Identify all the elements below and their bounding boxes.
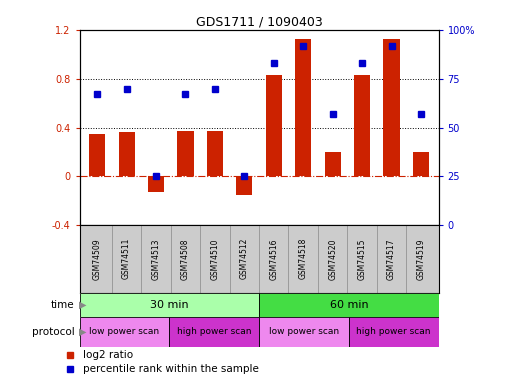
Title: GDS1711 / 1090403: GDS1711 / 1090403 <box>195 16 323 29</box>
Bar <box>119 132 135 176</box>
Text: time: time <box>51 300 74 310</box>
Text: 30 min: 30 min <box>150 300 189 310</box>
Text: GSM74519: GSM74519 <box>417 238 425 279</box>
Bar <box>295 39 311 176</box>
Text: low power scan: low power scan <box>89 327 160 336</box>
Bar <box>207 131 223 176</box>
Text: ▶: ▶ <box>78 300 86 310</box>
Bar <box>259 292 439 317</box>
Text: 60 min: 60 min <box>329 300 368 310</box>
Bar <box>89 134 105 176</box>
Text: GSM74513: GSM74513 <box>151 238 161 279</box>
Bar <box>354 75 370 176</box>
Text: percentile rank within the sample: percentile rank within the sample <box>83 364 259 374</box>
Bar <box>266 75 282 176</box>
Text: high power scan: high power scan <box>177 327 251 336</box>
Bar <box>80 317 169 347</box>
Bar <box>177 131 193 176</box>
Bar <box>169 317 259 347</box>
Text: log2 ratio: log2 ratio <box>83 350 133 360</box>
Text: GSM74511: GSM74511 <box>122 238 131 279</box>
Text: GSM74518: GSM74518 <box>299 238 308 279</box>
Bar <box>259 317 349 347</box>
Text: ▶: ▶ <box>78 327 86 337</box>
Text: GSM74508: GSM74508 <box>181 238 190 279</box>
Text: GSM74510: GSM74510 <box>210 238 220 279</box>
Text: GSM74520: GSM74520 <box>328 238 337 279</box>
Bar <box>325 152 341 176</box>
Bar <box>383 39 400 176</box>
Bar <box>80 292 259 317</box>
Text: low power scan: low power scan <box>269 327 339 336</box>
Text: GSM74515: GSM74515 <box>358 238 367 279</box>
Text: GSM74512: GSM74512 <box>240 238 249 279</box>
Text: protocol: protocol <box>32 327 74 337</box>
Bar <box>413 152 429 176</box>
Bar <box>148 176 164 192</box>
Text: GSM74516: GSM74516 <box>269 238 278 279</box>
Bar <box>349 317 439 347</box>
Bar <box>236 176 252 195</box>
Text: GSM74517: GSM74517 <box>387 238 396 279</box>
Text: GSM74509: GSM74509 <box>93 238 102 280</box>
Text: high power scan: high power scan <box>357 327 431 336</box>
